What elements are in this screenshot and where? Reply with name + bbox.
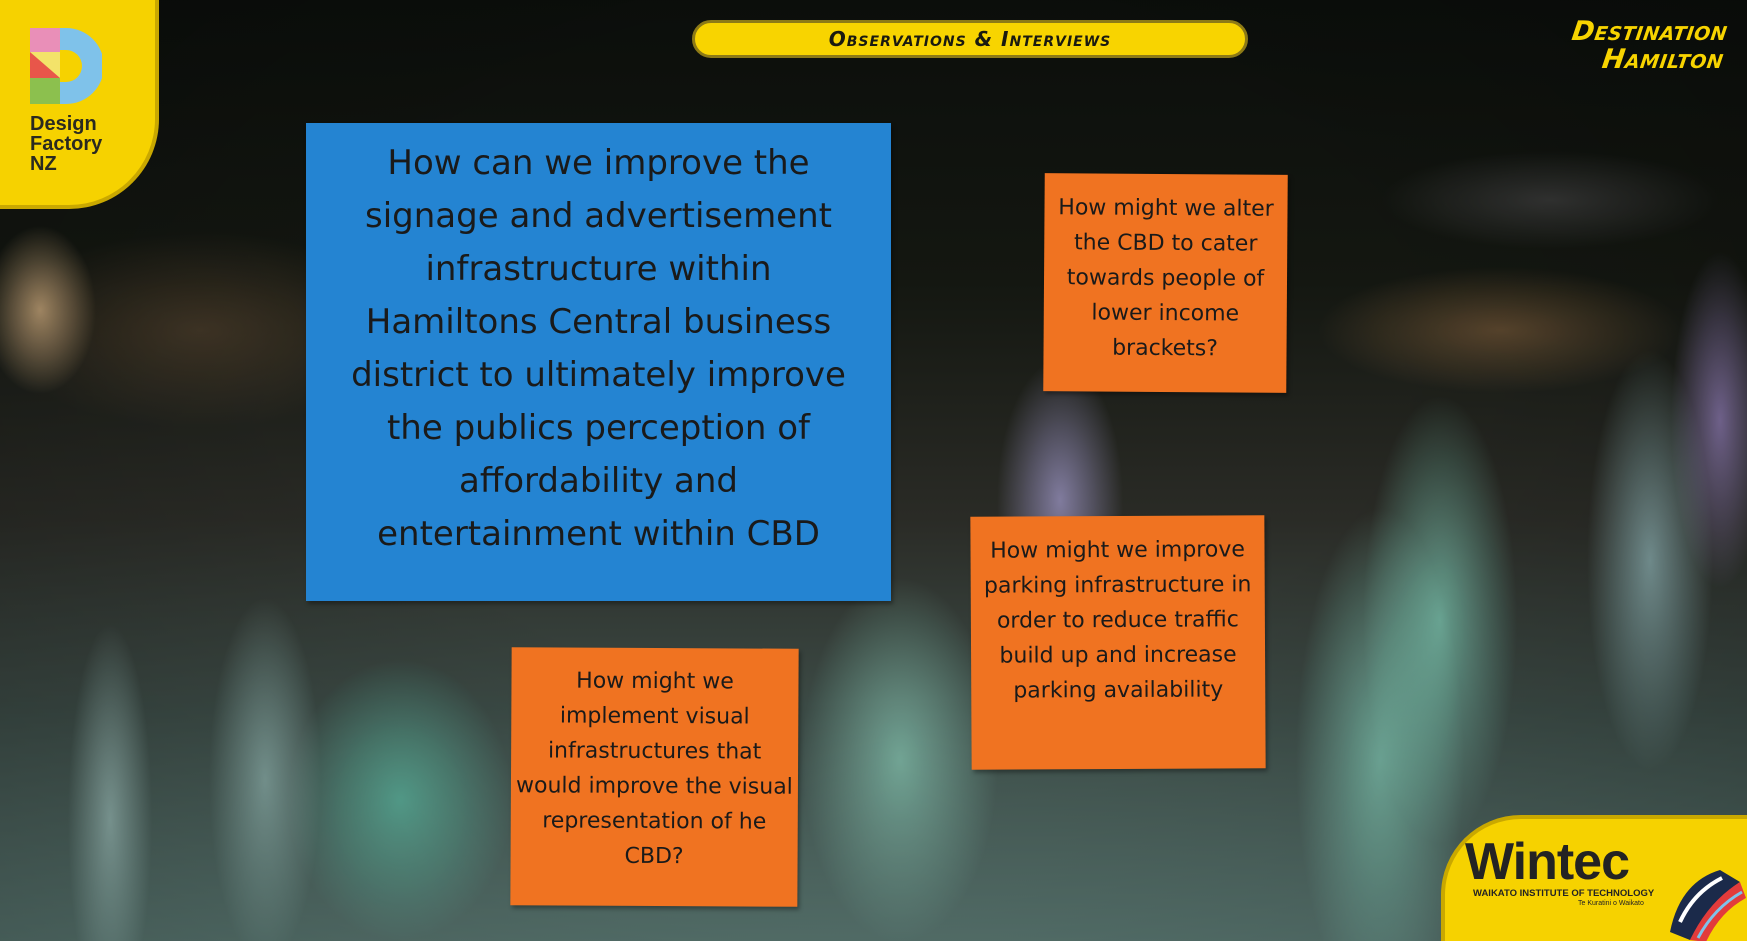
slide-title-banner: Observations & Interviews xyxy=(692,20,1248,58)
design-factory-word-1: Design xyxy=(30,113,97,135)
parking-text: How might we improve parking infrastruct… xyxy=(983,537,1252,704)
brand-line-2: Hamilton xyxy=(1599,44,1726,75)
cbd-income-text: How might we alter the CBD to cater towa… xyxy=(1058,195,1274,362)
parking-note: How might we improve parking infrastruct… xyxy=(970,515,1266,770)
main-question-note: How can we improve the signage and adver… xyxy=(306,123,891,601)
main-question-text: How can we improve the signage and adver… xyxy=(351,143,846,554)
design-factory-word-3: NZ xyxy=(30,153,57,175)
wintec-subtitle: WAIKATO INSTITUTE OF TECHNOLOGY xyxy=(1473,888,1655,899)
brand-line-1: Destination xyxy=(1569,16,1730,47)
cbd-income-note: How might we alter the CBD to cater towa… xyxy=(1043,173,1288,393)
wintec-wordmark: Wintec xyxy=(1465,833,1630,891)
wintec-tagline: Te Kuratini o Waikato xyxy=(1578,900,1644,907)
visual-infrastructure-note: How might we implement visual infrastruc… xyxy=(510,647,799,907)
destination-hamilton-brand: Destination Hamilton xyxy=(1566,16,1730,75)
design-factory-wordmark: Design Factory NZ xyxy=(30,114,130,174)
visual-infrastructure-text: How might we implement visual infrastruc… xyxy=(515,668,793,870)
slide-title: Observations & Interviews xyxy=(828,27,1112,51)
design-factory-word-2: Factory xyxy=(30,133,103,155)
wintec-emblem-icon xyxy=(1670,870,1747,941)
design-factory-logo-icon xyxy=(30,28,102,104)
